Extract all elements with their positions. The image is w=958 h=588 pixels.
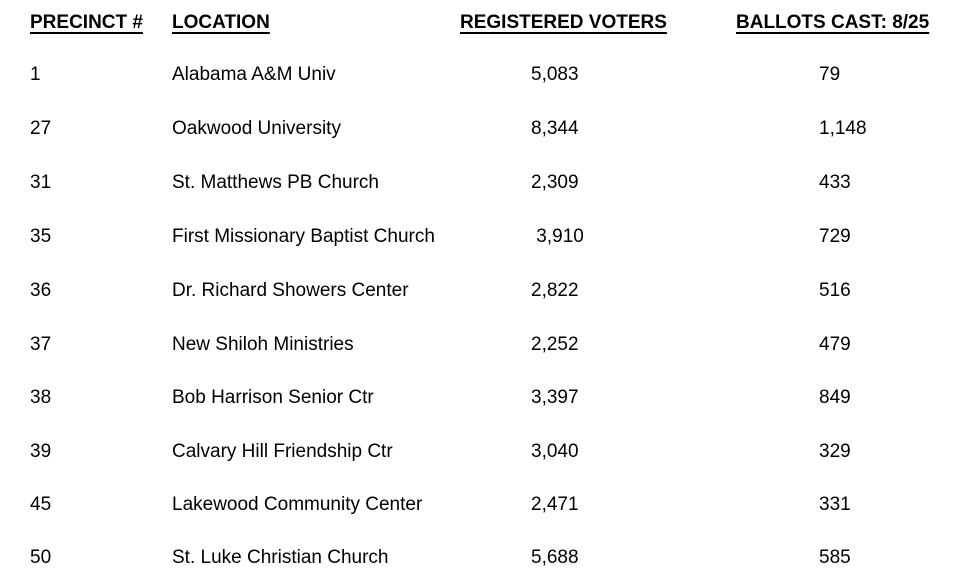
table-row: 37 New Shiloh Ministries 2,252 479 bbox=[0, 334, 958, 356]
cell-precinct: 27 bbox=[30, 118, 52, 139]
cell-ballots-cast: 729 bbox=[819, 226, 851, 247]
cell-precinct: 36 bbox=[30, 280, 52, 301]
cell-precinct: 35 bbox=[30, 226, 52, 247]
cell-registered-voters: 5,688 bbox=[531, 547, 579, 568]
cell-precinct: 39 bbox=[30, 441, 52, 462]
cell-precinct: 45 bbox=[30, 494, 52, 515]
cell-location: Lakewood Community Center bbox=[172, 494, 423, 515]
cell-location: Dr. Richard Showers Center bbox=[172, 280, 409, 301]
table-row: 35 First Missionary Baptist Church 3,910… bbox=[0, 226, 958, 248]
cell-location: Calvary Hill Friendship Ctr bbox=[172, 441, 393, 462]
column-header-location: LOCATION bbox=[172, 12, 270, 33]
cell-precinct: 37 bbox=[30, 334, 52, 355]
cell-registered-voters: 2,471 bbox=[531, 494, 579, 515]
cell-location: St. Matthews PB Church bbox=[172, 172, 379, 193]
cell-ballots-cast: 433 bbox=[819, 172, 851, 193]
cell-location: New Shiloh Ministries bbox=[172, 334, 354, 355]
cell-ballots-cast: 585 bbox=[819, 547, 851, 568]
cell-ballots-cast: 516 bbox=[819, 280, 851, 301]
table-header-row: PRECINCT # LOCATION REGISTERED VOTERS BA… bbox=[0, 12, 958, 34]
cell-precinct: 50 bbox=[30, 547, 52, 568]
cell-location: Oakwood University bbox=[172, 118, 341, 139]
cell-precinct: 31 bbox=[30, 172, 52, 193]
cell-registered-voters: 3,910 bbox=[531, 226, 584, 247]
table-row: 36 Dr. Richard Showers Center 2,822 516 bbox=[0, 280, 958, 302]
cell-location: St. Luke Christian Church bbox=[172, 547, 389, 568]
cell-location: Bob Harrison Senior Ctr bbox=[172, 387, 374, 408]
cell-precinct: 1 bbox=[30, 64, 41, 85]
column-header-precinct: PRECINCT # bbox=[30, 12, 143, 33]
column-header-ballots-cast: BALLOTS CAST: 8/25 bbox=[736, 12, 930, 33]
table-row: 39 Calvary Hill Friendship Ctr 3,040 329 bbox=[0, 441, 958, 463]
cell-precinct: 38 bbox=[30, 387, 52, 408]
table-row: 50 St. Luke Christian Church 5,688 585 bbox=[0, 547, 958, 569]
column-header-registered-voters: REGISTERED VOTERS bbox=[460, 12, 667, 33]
table-row: 38 Bob Harrison Senior Ctr 3,397 849 bbox=[0, 387, 958, 409]
cell-registered-voters: 5,083 bbox=[531, 64, 579, 85]
cell-registered-voters: 8,344 bbox=[531, 118, 579, 139]
cell-ballots-cast: 79 bbox=[819, 64, 841, 85]
cell-registered-voters: 3,040 bbox=[531, 441, 579, 462]
cell-ballots-cast: 329 bbox=[819, 441, 851, 462]
cell-registered-voters: 2,822 bbox=[531, 280, 579, 301]
cell-registered-voters: 3,397 bbox=[531, 387, 579, 408]
cell-ballots-cast: 331 bbox=[819, 494, 851, 515]
cell-ballots-cast: 849 bbox=[819, 387, 851, 408]
cell-registered-voters: 2,309 bbox=[531, 172, 579, 193]
cell-location: First Missionary Baptist Church bbox=[172, 226, 435, 247]
cell-ballots-cast: 1,148 bbox=[819, 118, 867, 139]
table-row: 45 Lakewood Community Center 2,471 331 bbox=[0, 494, 958, 516]
cell-ballots-cast: 479 bbox=[819, 334, 851, 355]
table-row: 1 Alabama A&M Univ 5,083 79 bbox=[0, 64, 958, 86]
cell-location: Alabama A&M Univ bbox=[172, 64, 336, 85]
table-row: 27 Oakwood University 8,344 1,148 bbox=[0, 118, 958, 140]
cell-registered-voters: 2,252 bbox=[531, 334, 579, 355]
table-row: 31 St. Matthews PB Church 2,309 433 bbox=[0, 172, 958, 194]
